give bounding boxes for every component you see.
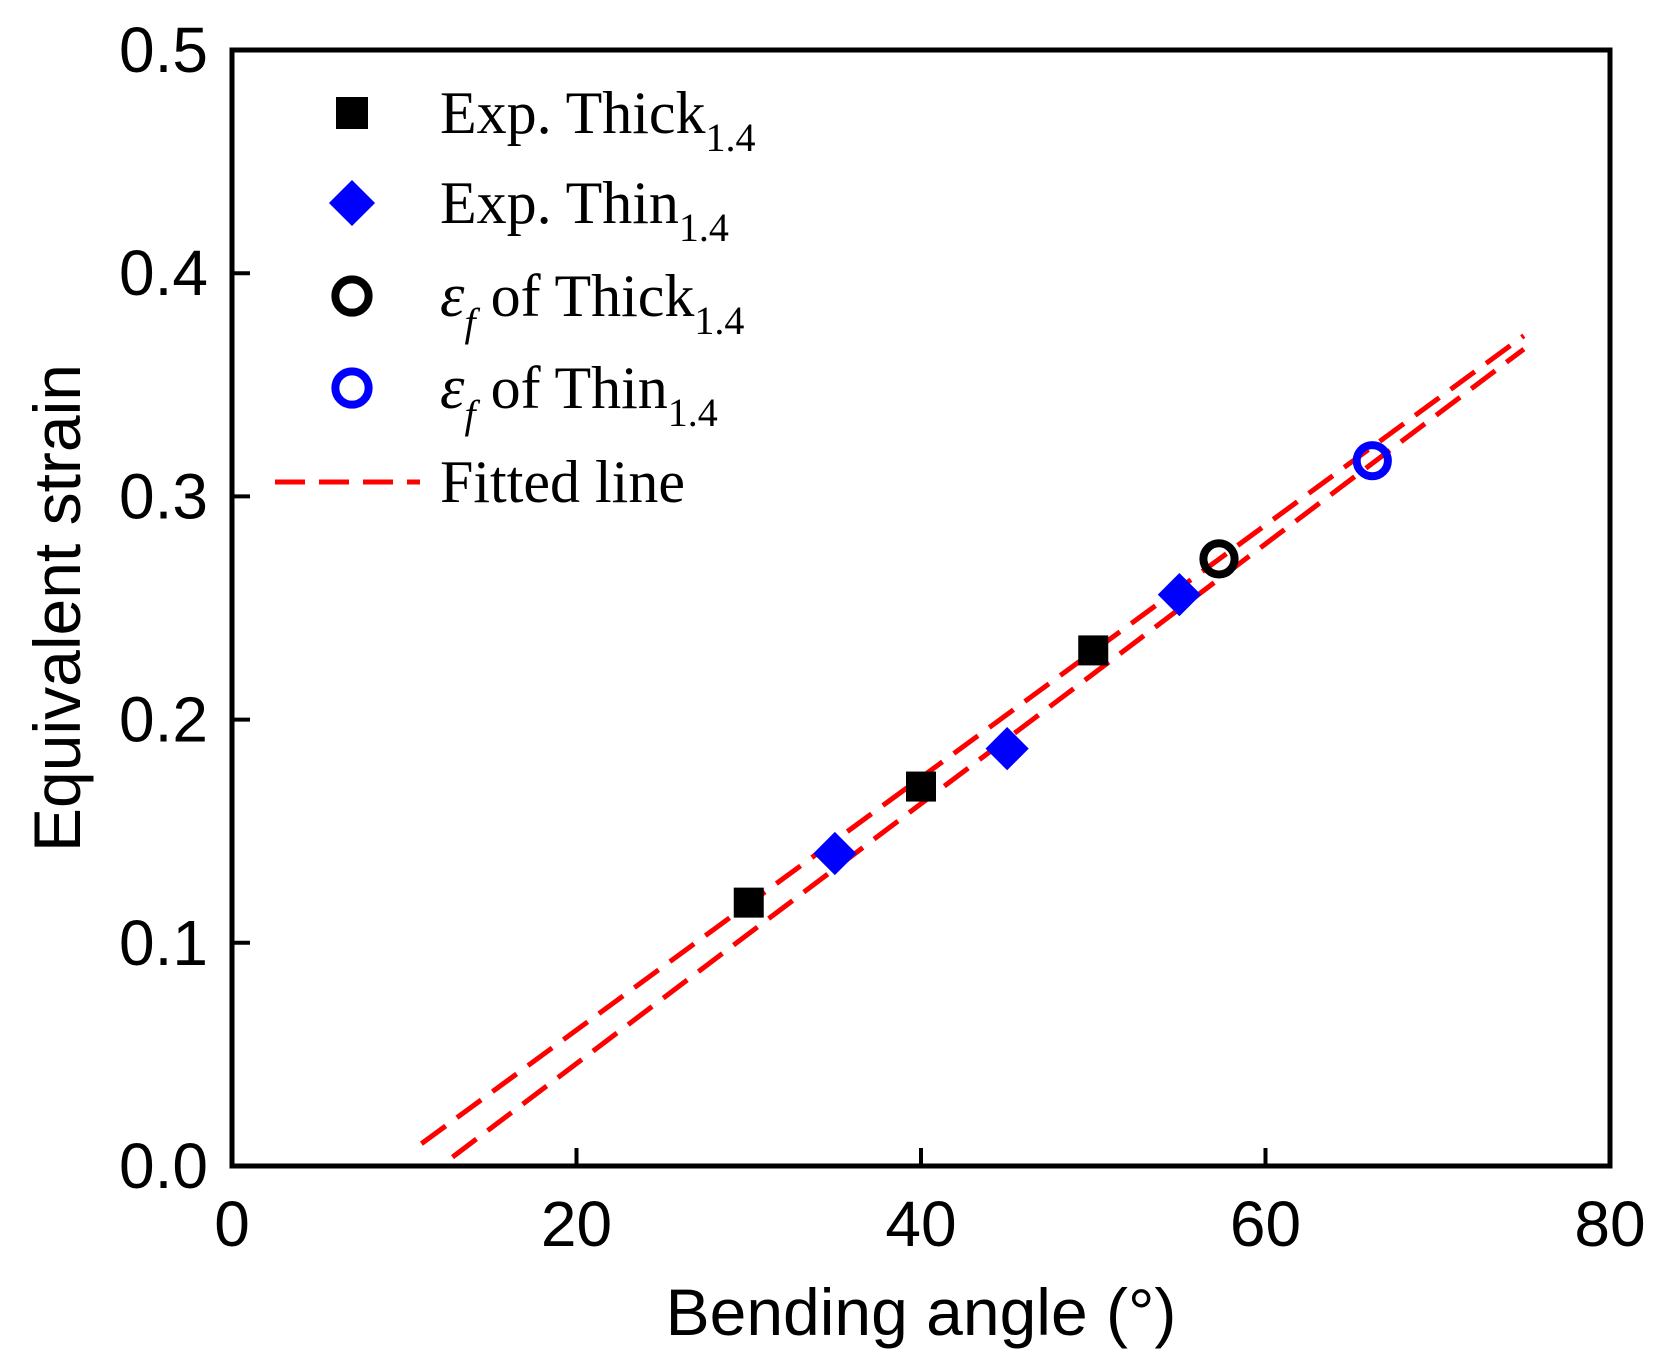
legend-epsilon: ε bbox=[440, 354, 465, 422]
thin-data-point bbox=[813, 831, 857, 876]
y-tick-label: 0.3 bbox=[119, 460, 208, 532]
legend-main-text: Fitted line bbox=[440, 449, 685, 515]
thin-data-point bbox=[1157, 573, 1201, 617]
legend-main-text: of Thick bbox=[476, 263, 695, 329]
x-tick-label: 60 bbox=[1230, 1188, 1301, 1260]
y-tick-label: 0.2 bbox=[119, 684, 208, 756]
plot-frame bbox=[229, 47, 1613, 1169]
axis-ticks: 0 20 40 60 80 0.0 0.1 0.2 0.3 0.4 0.5 bbox=[119, 14, 1646, 1260]
data-markers bbox=[733, 441, 1392, 918]
legend-main-text: Exp. Thin bbox=[440, 170, 679, 236]
legend-main-text: of Thin bbox=[476, 355, 668, 421]
x-tick-label: 80 bbox=[1574, 1188, 1645, 1260]
legend-label-2: εf of Thick1.4 bbox=[440, 262, 744, 345]
legend-epsilon: ε bbox=[440, 262, 465, 330]
fitted-line bbox=[419, 333, 1526, 1146]
legend-marker-0 bbox=[336, 97, 368, 129]
legend-label-1: Exp. Thin1.4 bbox=[440, 170, 729, 250]
legend-label-0: Exp. Thick1.4 bbox=[440, 80, 756, 160]
fitted-lines bbox=[419, 333, 1526, 1160]
legend-subscript: 1.4 bbox=[679, 205, 729, 250]
legend-subscript: 1.4 bbox=[694, 298, 744, 343]
legend-marker-2 bbox=[331, 275, 373, 317]
y-tick-label: 0.5 bbox=[119, 14, 208, 86]
y-axis-title: Equivalent strain bbox=[20, 364, 94, 852]
fracture-strain-point bbox=[1199, 539, 1239, 579]
fracture-strain-point bbox=[1352, 441, 1392, 481]
y-tick-label: 0.0 bbox=[119, 1130, 208, 1202]
thin-data-point bbox=[985, 727, 1029, 771]
thick-data-point bbox=[733, 887, 764, 918]
thick-data-point bbox=[906, 771, 936, 802]
y-tick-label: 0.4 bbox=[119, 237, 208, 309]
legend-main-text: Exp. Thick bbox=[440, 80, 706, 146]
legend-marker-1 bbox=[328, 179, 376, 227]
x-tick-label: 20 bbox=[541, 1188, 612, 1260]
fitted-line bbox=[450, 347, 1526, 1160]
legend-label-4: Fitted line bbox=[440, 449, 685, 515]
thick-data-point bbox=[1078, 635, 1109, 666]
y-tick-label: 0.1 bbox=[119, 907, 208, 979]
legend-subscript: 1.4 bbox=[668, 390, 718, 435]
legend-marker-3 bbox=[331, 367, 373, 409]
legend-label-3: εf of Thin1.4 bbox=[440, 354, 718, 437]
legend-subscript: 1.4 bbox=[706, 115, 756, 160]
x-axis-title: Bending angle (°) bbox=[666, 1275, 1177, 1349]
x-tick-label: 40 bbox=[885, 1188, 956, 1260]
x-tick-label: 0 bbox=[214, 1188, 250, 1260]
